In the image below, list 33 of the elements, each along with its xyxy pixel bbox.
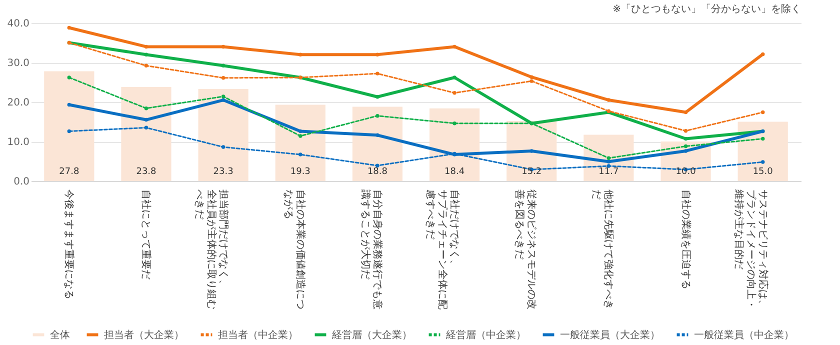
x-tick-label: 担当部門だけでなく、全社員が主体的に取り組むべきだ bbox=[193, 190, 230, 310]
x-tick-label: 自社の本業の価値創造につながる bbox=[282, 190, 306, 310]
y-tick-label: 40.0 bbox=[7, 18, 30, 30]
data-label: 27.8 bbox=[59, 167, 80, 177]
y-tick-label: 30.0 bbox=[7, 58, 30, 69]
data-label: 23.3 bbox=[213, 167, 234, 177]
y-tick-label: 10.0 bbox=[7, 137, 30, 148]
x-tick-label: 自社にとって重要だ bbox=[140, 190, 152, 280]
legend-label: 担当者（中企業） bbox=[218, 328, 298, 341]
x-tick-label: 自分自身の業務遂行でも意識することが大切だ bbox=[359, 190, 384, 310]
data-label: 23.8 bbox=[136, 167, 157, 177]
data-label: 15.0 bbox=[752, 167, 774, 177]
x-tick-label: 自社の業績を圧迫する bbox=[680, 190, 692, 290]
legend-label: 一般従業員（大企業） bbox=[560, 328, 660, 341]
data-label: 18.4 bbox=[444, 167, 465, 177]
y-tick-label: 20.0 bbox=[7, 98, 30, 108]
legend-label: 経営層（中企業） bbox=[445, 328, 526, 341]
x-tick-label: 今後ますます重要になる bbox=[63, 190, 76, 300]
x-tick-label: サステナビリティ対応は、ブランドイメージの向上・維持が主な目的だ bbox=[732, 188, 769, 310]
data-label: 11.7 bbox=[598, 167, 619, 177]
x-tick-label: 他社に先駆けて強化すべきだ bbox=[590, 190, 615, 310]
text: ※「ひとつもない」「分からない」を除く bbox=[612, 3, 801, 15]
y-tick-label: 0.0 bbox=[14, 176, 30, 188]
legend-label: 全体 bbox=[50, 328, 70, 341]
legend-label: 経営層（大企業） bbox=[331, 328, 412, 341]
legend-label: 担当者（大企業） bbox=[104, 328, 184, 341]
legend-label: 一般従業員（中企業） bbox=[694, 328, 794, 341]
data-label: 10.0 bbox=[676, 167, 696, 177]
data-label: 19.3 bbox=[290, 167, 310, 177]
data-label: 15.2 bbox=[522, 167, 542, 177]
x-tick-label: 従来のビジネスモデルの改善を図るべきだ bbox=[514, 190, 538, 310]
x-tick-label: 自社だけでなく、サプライチェーン全体に配慮すべきだ bbox=[424, 190, 461, 310]
data-label: 18.8 bbox=[367, 167, 388, 177]
